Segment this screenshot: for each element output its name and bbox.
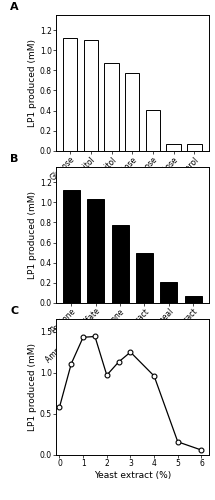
Bar <box>112 226 129 303</box>
Bar <box>160 282 177 303</box>
Y-axis label: LP1 produced (mM): LP1 produced (mM) <box>28 343 37 431</box>
Text: C: C <box>10 306 18 316</box>
Text: B: B <box>10 154 18 164</box>
Bar <box>166 144 181 151</box>
Text: A: A <box>10 2 19 12</box>
Bar <box>136 252 153 303</box>
Bar <box>104 64 119 151</box>
Y-axis label: LP1 produced (mM): LP1 produced (mM) <box>28 191 37 279</box>
X-axis label: Yeast extract (%): Yeast extract (%) <box>94 471 171 480</box>
Y-axis label: LP1 produced (mM): LP1 produced (mM) <box>28 39 37 127</box>
Bar <box>87 200 104 303</box>
Bar <box>125 74 140 151</box>
Bar <box>63 190 80 303</box>
Bar <box>187 144 202 151</box>
Bar <box>63 38 77 151</box>
Bar <box>84 40 98 151</box>
Bar <box>146 110 160 151</box>
Bar <box>184 296 202 303</box>
